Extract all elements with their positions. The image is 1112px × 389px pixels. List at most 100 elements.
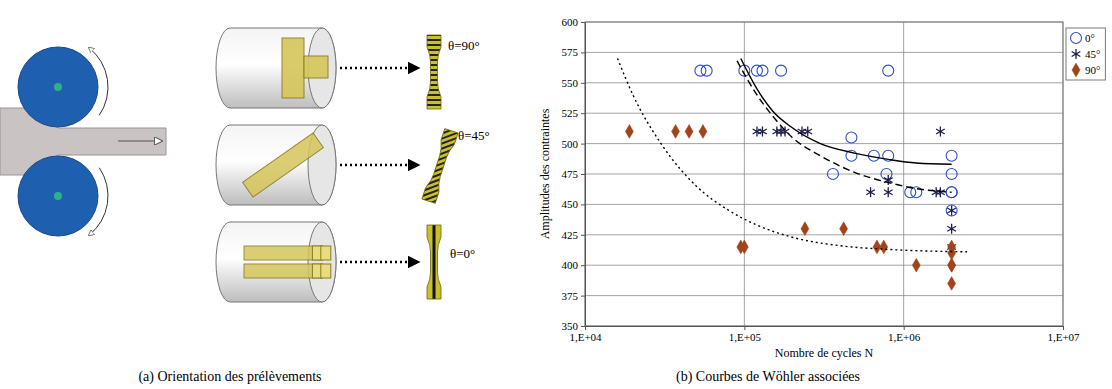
data-point (946, 169, 957, 180)
tick: 1,E+05 (729, 326, 762, 343)
rotation-arrow (89, 168, 108, 235)
tick-mark (581, 326, 585, 327)
legend-label: 45° (1085, 48, 1100, 60)
tick: 400 (562, 259, 586, 271)
roller (18, 47, 98, 127)
x-axis: 1,E+04 1,E+05 1,E+06 1,E+07 (569, 326, 1080, 343)
data-point (758, 126, 767, 136)
caption: (b) Courbes de Wöhler associées (676, 369, 860, 385)
grid-line-y (585, 234, 1063, 235)
data-point (846, 132, 857, 143)
tick: 1,E+07 (1047, 326, 1080, 343)
tick-mark (581, 174, 585, 175)
roller-axis (54, 192, 62, 200)
tick: 575 (562, 46, 586, 58)
grid-line-y (585, 113, 1063, 114)
dotted-arrow (340, 164, 418, 167)
specimen-stripe (424, 94, 444, 96)
specimen (427, 225, 441, 299)
y-axis: 350375400425450475500525550575600 (562, 16, 586, 332)
data-point (948, 277, 956, 291)
data-point (883, 65, 894, 76)
tick-mark (581, 22, 585, 23)
tick-mark (581, 204, 585, 205)
dotted-arrow (340, 261, 418, 264)
specimen-body (427, 225, 441, 299)
roller (18, 156, 98, 236)
legend-symbol (1072, 49, 1081, 59)
data-point (946, 150, 957, 161)
specimen-stripe (424, 54, 444, 56)
grid-line-y (585, 265, 1063, 266)
sample-block-end (321, 246, 331, 260)
tick: 500 (562, 138, 586, 150)
cylinder-body (216, 222, 336, 302)
specimen-body (427, 35, 441, 109)
tick-mark (581, 113, 585, 114)
data-point (827, 169, 838, 180)
data-point (699, 125, 707, 139)
specimen-stripe (424, 49, 444, 51)
tick-label: 525 (562, 107, 579, 119)
caption: (a) Orientation des prélèvements (138, 369, 321, 385)
tick: 350 (562, 320, 586, 332)
data-point (695, 65, 706, 76)
data-point (948, 258, 956, 272)
tick-mark (581, 83, 585, 84)
specimen-stripe (430, 148, 454, 169)
tick-mark (904, 326, 905, 330)
data-point (946, 205, 957, 216)
tick: 600 (562, 16, 586, 28)
tick-label: 1,E+04 (569, 331, 602, 343)
grid-line-y (585, 143, 1063, 144)
tick-label: 1,E+06 (888, 331, 921, 343)
grid-line-y (585, 295, 1063, 296)
tick-label: 1,E+05 (729, 331, 762, 343)
specimen-outline (422, 129, 458, 204)
tick: 1,E+06 (888, 326, 921, 343)
data-point (776, 65, 787, 76)
sample-block (243, 133, 324, 197)
cylinder (216, 222, 336, 302)
specimen-label: θ=0° (450, 246, 475, 261)
tick-mark (581, 296, 585, 297)
cylinder-body (216, 125, 336, 205)
tick-label: 400 (562, 259, 579, 271)
data-point (881, 169, 892, 180)
tick-label: 450 (562, 198, 579, 210)
specimen-stripe (416, 193, 440, 214)
plot-frame (585, 22, 1063, 326)
specimen-stripe (434, 136, 458, 157)
cylinder (216, 125, 336, 205)
specimen-stripe (424, 74, 444, 76)
data-point (866, 187, 875, 197)
tick-label: 375 (562, 290, 579, 302)
dotted-arrow (340, 67, 418, 70)
axis-line (586, 326, 1064, 327)
tick-label: 1,E+07 (1047, 331, 1080, 343)
data-point (685, 125, 693, 139)
legend-symbol (1071, 33, 1082, 44)
grid-line-y (585, 204, 1063, 205)
tick-label: 425 (562, 229, 579, 241)
cylinder-end (308, 222, 336, 302)
legend-symbol (1072, 63, 1080, 77)
specimen-stripe (424, 59, 444, 61)
data-point (740, 240, 748, 254)
tick-mark (585, 326, 586, 330)
data-point (948, 258, 956, 272)
data-point (880, 240, 888, 254)
tick-label: 575 (562, 46, 579, 58)
specimen-stripe (432, 142, 456, 163)
specimen-label: θ=90° (448, 38, 480, 53)
specimen-label: θ=45° (458, 128, 490, 143)
chart: 1,E+04 1,E+05 1,E+06 1,E+07 350 375 400 425 450 4… (538, 16, 1105, 360)
x-axis-title: Nombre de cycles N (775, 346, 874, 360)
tick-label: 500 (562, 138, 579, 150)
grid-line-y (585, 52, 1063, 53)
grid (585, 22, 1063, 326)
marks (618, 58, 968, 290)
specimen-stripe (429, 153, 453, 174)
tick-label: 350 (562, 320, 579, 332)
cylinder-body (216, 28, 336, 108)
